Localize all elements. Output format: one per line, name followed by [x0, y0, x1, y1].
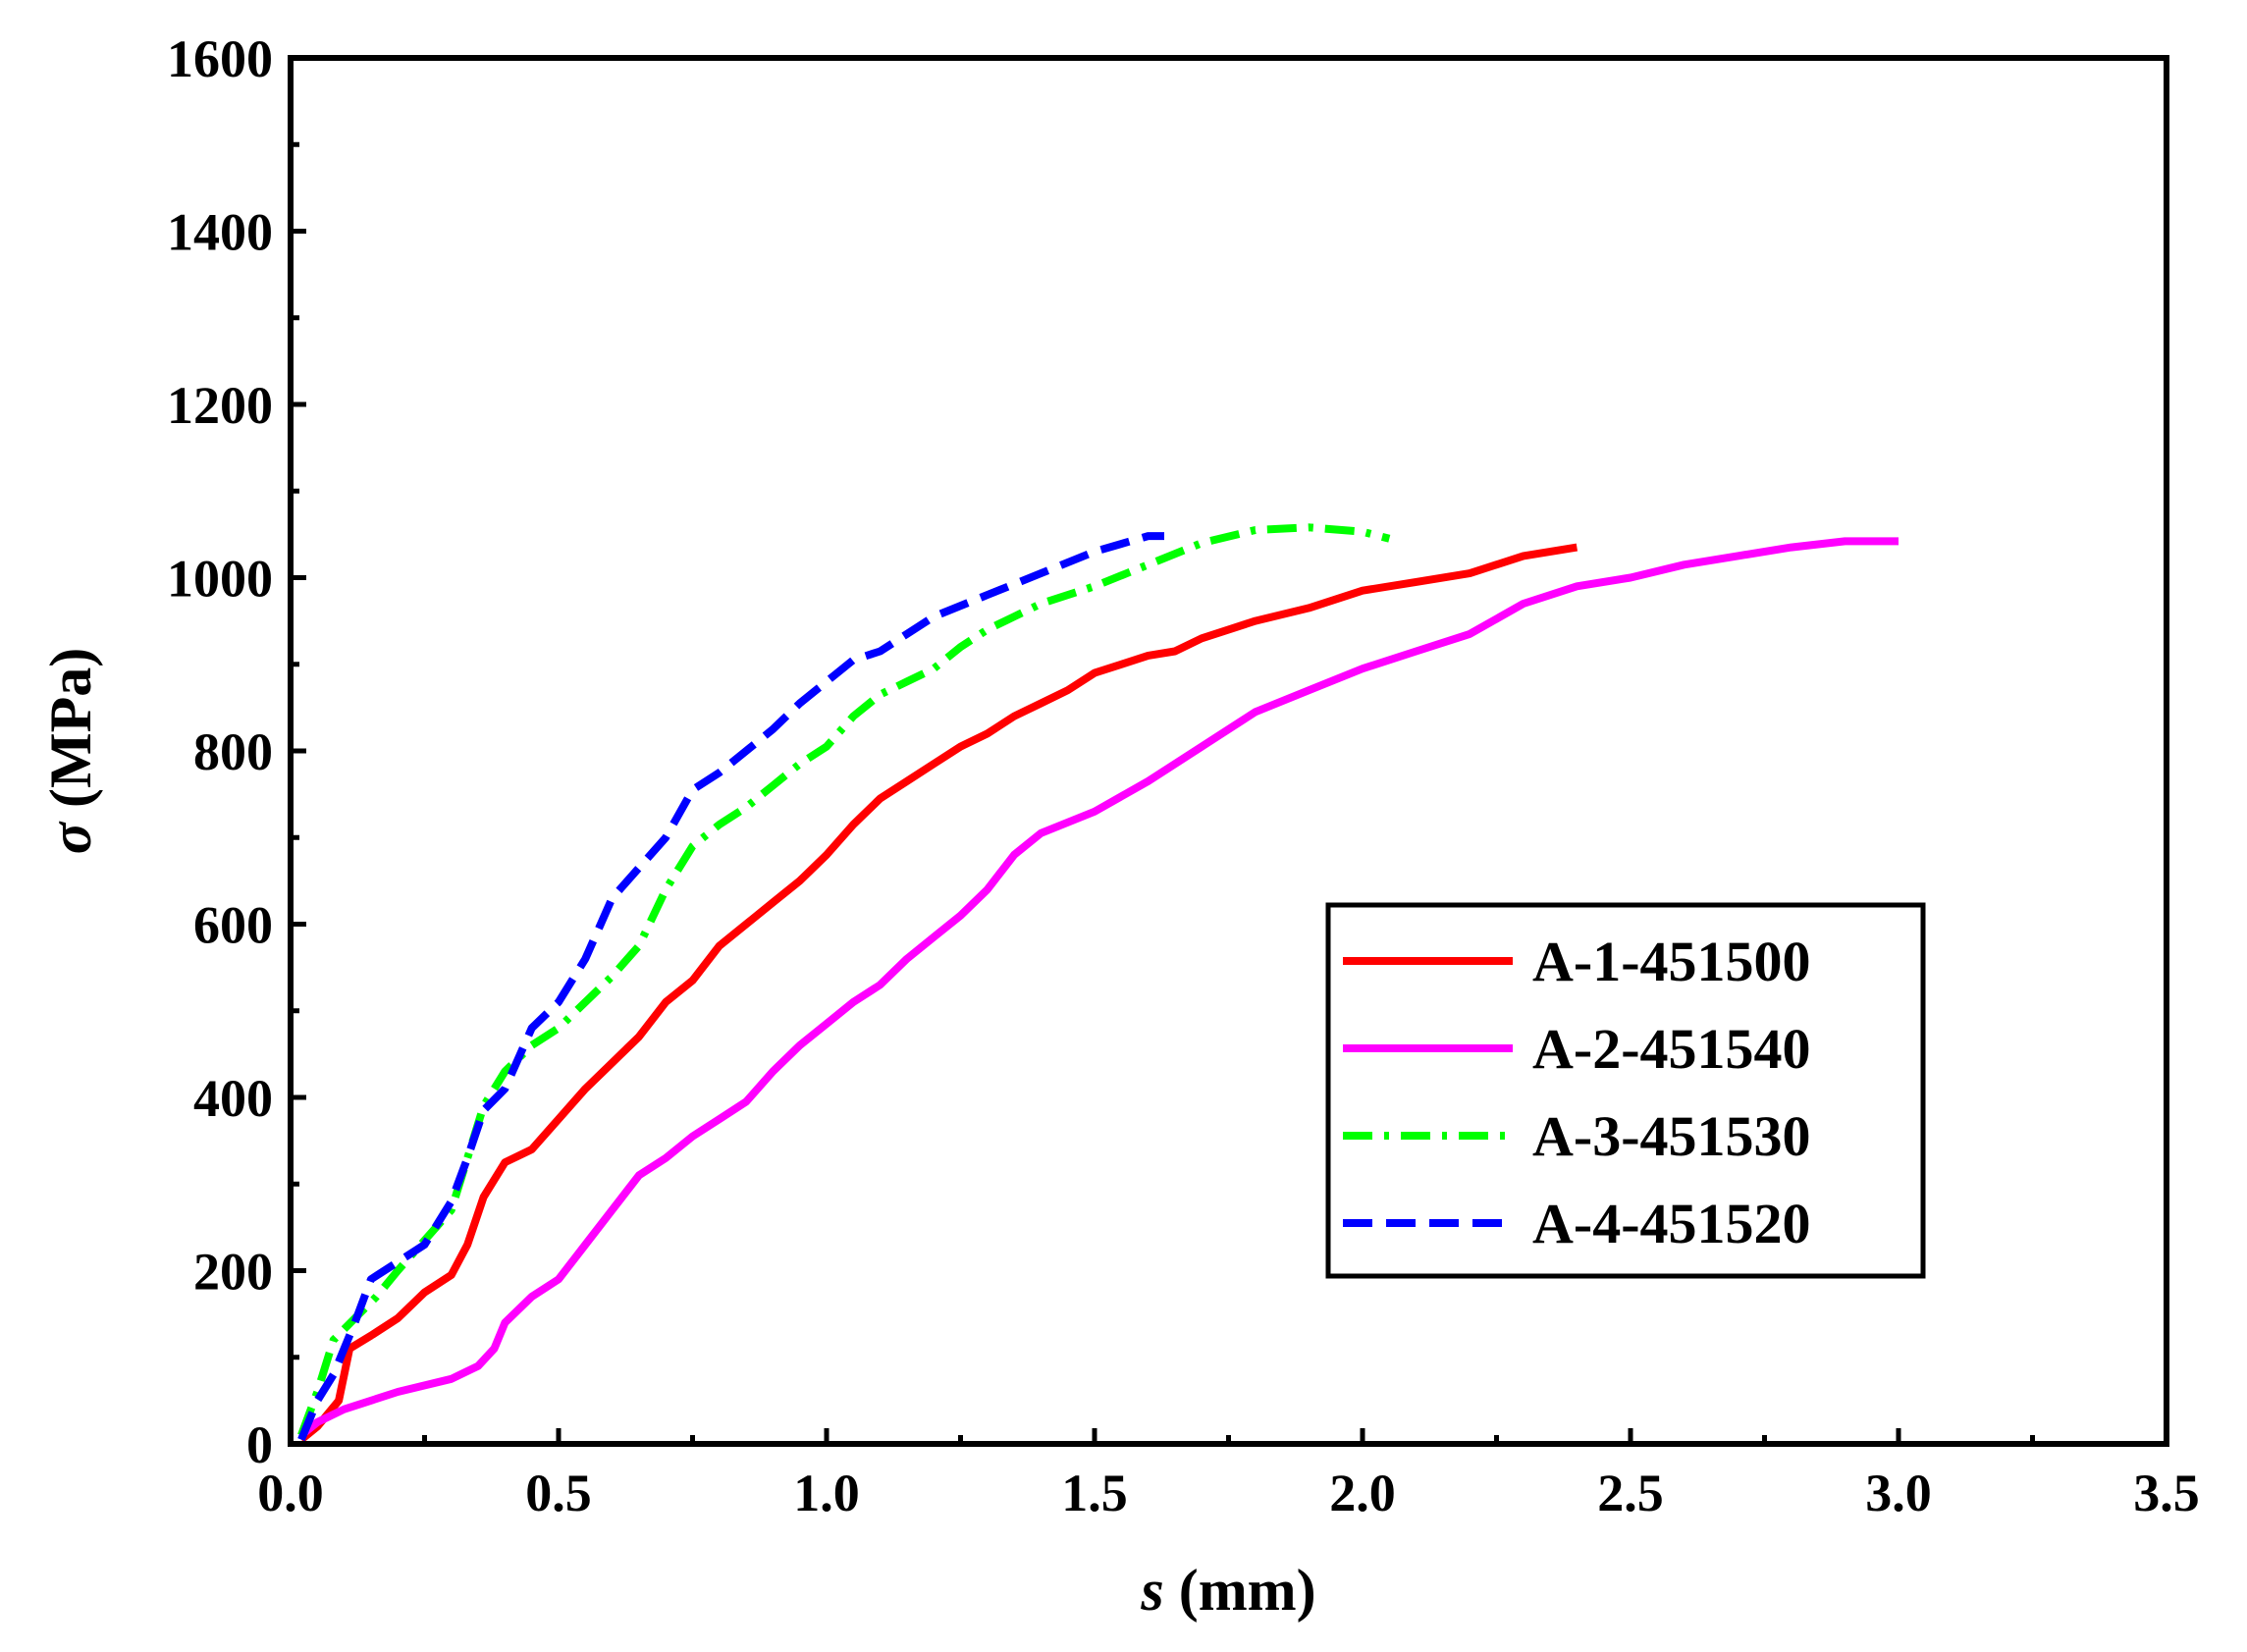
- y-tick-label: 1000: [167, 550, 273, 609]
- y-tick-label: 200: [193, 1243, 273, 1302]
- x-tick-label: 0.5: [525, 1464, 592, 1522]
- legend: A-1-451500 A-2-451540 A-3-451530 A-4-451520: [1325, 902, 1926, 1279]
- y-tick-label: 800: [193, 722, 273, 781]
- y-axis-symbol: σ: [38, 821, 103, 854]
- x-tick-label: 1.0: [793, 1464, 860, 1522]
- x-tick-label: 2.5: [1597, 1464, 1664, 1522]
- series-line-1: [298, 543, 1578, 1443]
- plot-frame: [288, 55, 2169, 1447]
- x-tick-label: 0.0: [257, 1464, 324, 1522]
- labels-layer: 0.0 0.5 1.0 1.5 2.0 2.5 3.0 3.5 0 200 400 600 800 100…: [38, 29, 2200, 1623]
- y-tick-label: 400: [193, 1069, 273, 1128]
- x-axis-unit: (mm): [1164, 1558, 1316, 1623]
- y-axis-unit: (MPa): [38, 648, 103, 823]
- legend-label-3: A-3-451530: [1532, 1104, 1811, 1168]
- series-line-4: [297, 532, 1164, 1442]
- legend-label-2: A-2-451540: [1532, 1017, 1811, 1081]
- legend-label-4: A-4-451520: [1532, 1192, 1811, 1255]
- x-tick-label: 3.5: [2133, 1464, 2200, 1522]
- y-tick-label: 1400: [167, 203, 273, 262]
- y-tick-label: 1200: [167, 376, 273, 435]
- legend-label-1: A-1-451500: [1532, 930, 1811, 993]
- series-line-2: [298, 537, 1899, 1439]
- x-axis-title: s (mm): [1140, 1558, 1315, 1623]
- y-tick-label: 0: [246, 1415, 273, 1474]
- series-layer: [297, 523, 1899, 1443]
- y-axis-title: σ (MPa): [38, 648, 103, 855]
- x-tick-label: 3.0: [1865, 1464, 1932, 1522]
- x-tick-label: 1.5: [1061, 1464, 1128, 1522]
- y-tick-label: 1600: [167, 29, 273, 88]
- series-line-3: [297, 523, 1391, 1437]
- x-tick-label: 2.0: [1329, 1464, 1396, 1522]
- y-tick-label: 600: [193, 896, 273, 955]
- legend-box: [1325, 902, 1926, 1279]
- x-axis-symbol: s: [1140, 1558, 1163, 1623]
